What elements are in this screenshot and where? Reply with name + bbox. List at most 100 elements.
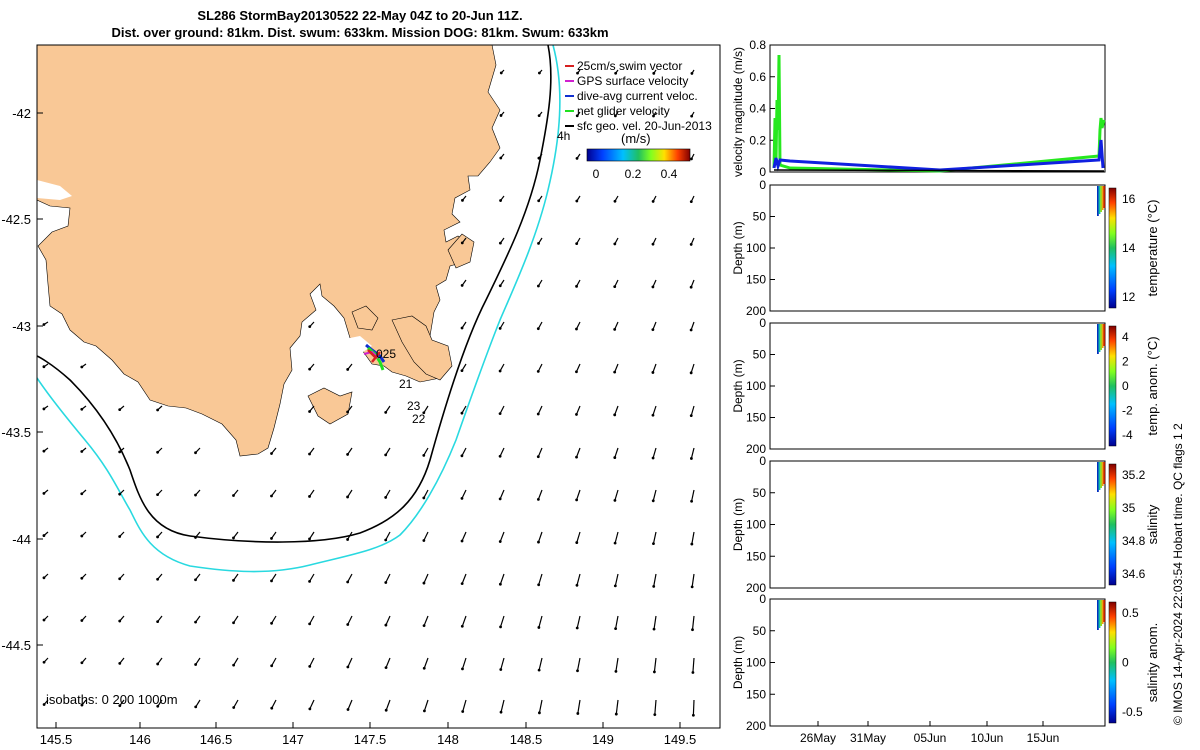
map-y-tick: -42.5: [1, 212, 31, 227]
velocity-arrow: [538, 657, 543, 671]
velocity-arrow: [690, 321, 695, 331]
velocity-y-tick: 0.2: [749, 133, 766, 147]
depth-tick: 100: [746, 241, 766, 255]
velocity-arrow: [500, 699, 505, 713]
velocity-arrow: [652, 489, 657, 501]
velocity-arrow: [576, 657, 581, 671]
depth-tick: 150: [746, 273, 766, 287]
colorbar-tick: 0.2: [625, 167, 642, 181]
map-y-axis: -42 -42.5 -43 -43.5 -44 -44.5: [1, 106, 43, 653]
colorbar-tick: 4: [1122, 330, 1129, 344]
velocity-arrow: [271, 699, 277, 709]
depth-ylabel: Depth (m): [731, 359, 745, 412]
velocity-arrow: [652, 447, 657, 459]
velocity-arrow: [576, 573, 581, 586]
velocity-arrow: [271, 657, 277, 667]
velocity-arrow: [614, 573, 619, 586]
velocity-arrow: [347, 573, 353, 583]
velocity-arrow: [652, 363, 657, 373]
velocity-arrow: [538, 573, 543, 585]
velocity-y-tick: 0.4: [749, 102, 766, 116]
colorbar-tick: 35.2: [1122, 468, 1146, 482]
depth-tick: 0: [759, 178, 766, 192]
velocity-arrow: [385, 573, 391, 583]
colorbar-title: (m/s): [621, 131, 651, 146]
map-x-tick: 147: [282, 732, 304, 747]
velocity-ylabel: velocity magnitude (m/s): [731, 47, 745, 177]
depth-tick: 50: [753, 210, 767, 224]
colorbar-tick: -0.5: [1122, 705, 1143, 719]
velocity-arrow: [614, 405, 619, 416]
surface-velocity-field: [42, 69, 695, 717]
colorbar-label: temperature (°C): [1145, 200, 1160, 297]
colorbar-tick: 35: [1122, 501, 1136, 515]
depth-tick: 0: [759, 316, 766, 330]
colorbar-tick: -4: [1122, 428, 1133, 442]
colorbar-tick: 12: [1122, 290, 1136, 304]
date-axis: 26May 31May 05Jun 10Jun 15Jun: [800, 721, 1059, 745]
depth-tick: 0: [759, 454, 766, 468]
velocity-y-tick: 0.6: [749, 70, 766, 84]
map-label-23: 23: [407, 399, 421, 413]
velocity-arrow: [461, 531, 467, 542]
velocity-arrow: [653, 657, 657, 672]
map-x-tick: 149.5: [664, 732, 697, 747]
date-tick: 10Jun: [971, 731, 1004, 745]
velocity-arrow: [576, 489, 581, 501]
velocity-arrow: [653, 573, 657, 587]
depth-tick: 150: [746, 549, 766, 563]
colorbar-tick: 0: [593, 167, 600, 181]
figure-title: SL286 StormBay20130522 22-May 04Z to 20-…: [197, 8, 523, 23]
map-y-tick: -43.5: [1, 425, 31, 440]
velocity-arrow: [690, 363, 695, 374]
velocity-arrow: [691, 615, 695, 630]
land-island: [307, 387, 353, 425]
velocity-arrow: [385, 657, 391, 668]
legend-label: GPS surface velocity: [577, 74, 688, 88]
velocity-arrow: [576, 531, 581, 543]
velocity-arrow: [690, 405, 695, 416]
velocity-arrow: [461, 573, 467, 584]
depth-tick: 150: [746, 411, 766, 425]
velocity-arrow: [577, 699, 581, 714]
velocity-arrow: [615, 699, 619, 715]
map-label-21: 21: [399, 377, 413, 391]
velocity-arrow: [423, 573, 429, 584]
map-label-22: 22: [412, 412, 426, 426]
land-tasmania: [37, 45, 501, 457]
colorbar-label: salinity anom.: [1145, 623, 1160, 702]
map-x-tick: 149: [592, 732, 614, 747]
colorbar-tick: 0: [1122, 379, 1129, 393]
legend-label: sfc geo. vel. 20-Jun-2013: [577, 119, 712, 133]
velocity-arrow: [385, 489, 391, 498]
colorbar-tick: -2: [1122, 404, 1133, 418]
velocity-arrow: [614, 447, 619, 458]
date-tick: 15Jun: [1027, 731, 1060, 745]
velocity-arrow: [576, 615, 581, 629]
velocity-arrow: [385, 531, 391, 541]
velocity-arrow: [690, 447, 695, 459]
velocity-arrow: [461, 447, 467, 457]
depth-tick: 50: [753, 624, 767, 638]
velocity-arrow: [537, 447, 543, 457]
velocity-arrow: [537, 531, 543, 543]
velocity-arrow: [499, 405, 505, 414]
velocity-arrow: [233, 699, 239, 708]
velocity-arrow: [692, 699, 695, 716]
depth-ylabel: Depth (m): [731, 221, 745, 274]
isobaths-note: isobaths: 0 200 1000m: [46, 692, 178, 707]
speed-colorbar: [586, 148, 691, 162]
velocity-arrow: [652, 531, 657, 544]
depth-tick: 200: [746, 719, 766, 733]
velocity-arrow: [652, 405, 657, 416]
colorbar-label: salinity: [1145, 504, 1160, 544]
velocity-arrow: [347, 657, 353, 668]
velocity-arrow: [347, 615, 353, 625]
colorbar-tick: 16: [1122, 192, 1136, 206]
colorbar-tick: 2: [1122, 355, 1129, 369]
map-x-tick: 145.5: [40, 732, 73, 747]
velocity-arrow: [499, 447, 505, 457]
depth-panel-temperature: 0 50 100 150 200 Depth (m) 16 14 12 temperature (…: [731, 178, 1160, 318]
map-y-tick: -43: [12, 319, 31, 334]
